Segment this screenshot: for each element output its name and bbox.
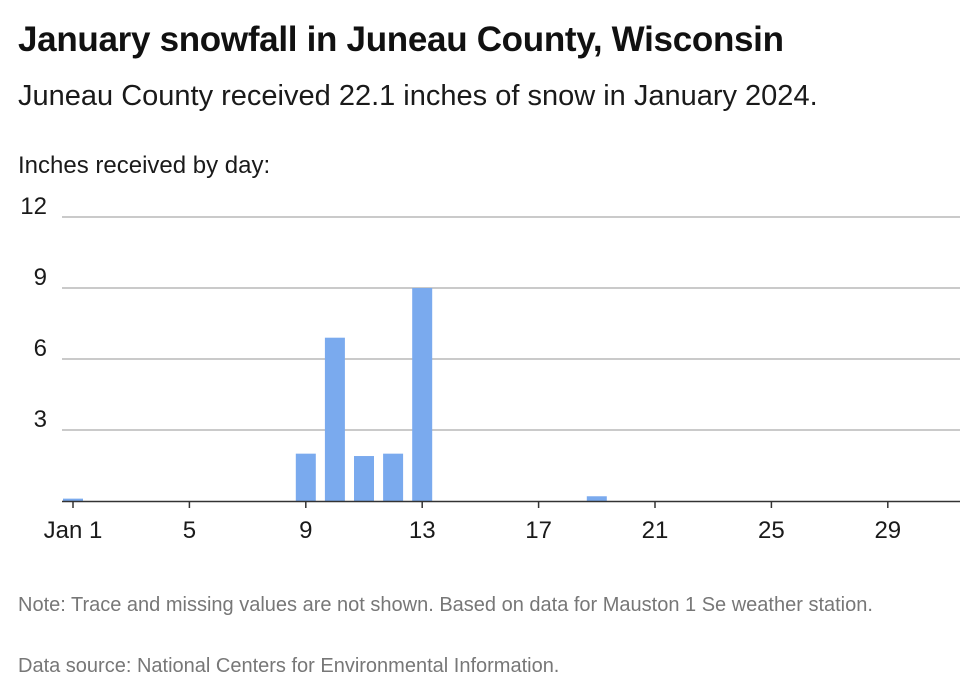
x-tick-label: 5 [183,517,196,544]
bar [586,496,607,501]
x-tick-label: 17 [525,517,552,544]
y-axis-label: Inches received by day: [18,152,271,179]
bar [383,453,404,501]
chart-title: January snowfall in Juneau County, Wisco… [18,20,784,59]
bar [295,453,316,501]
x-axis: Jan 1 5 9 13 17 21 25 29 [44,500,960,544]
x-tick-label: 25 [758,517,785,544]
x-tick-label: 21 [642,517,669,544]
bar [324,337,345,501]
gridlines: 3 6 9 12 [20,195,960,433]
y-tick-label: 3 [34,406,47,433]
chart-note: Note: Trace and missing values are not s… [18,594,873,616]
y-tick-label: 9 [34,264,47,291]
y-tick-label: 12 [20,195,47,220]
bar [63,498,83,501]
x-tick-label: 9 [299,517,312,544]
bar [412,288,433,501]
x-tick-label: 13 [409,517,436,544]
bar-chart: 3 6 9 12 Jan 1 5 9 13 17 21 25 29 [20,195,960,544]
data-source: Data source: National Centers for Enviro… [18,655,560,677]
y-tick-label: 6 [34,335,47,362]
bar [354,456,374,501]
bars [63,288,607,501]
chart-subtitle: Juneau County received 22.1 inches of sn… [18,80,818,112]
x-tick-label: 29 [874,517,901,544]
x-tick-label: Jan 1 [44,517,103,544]
